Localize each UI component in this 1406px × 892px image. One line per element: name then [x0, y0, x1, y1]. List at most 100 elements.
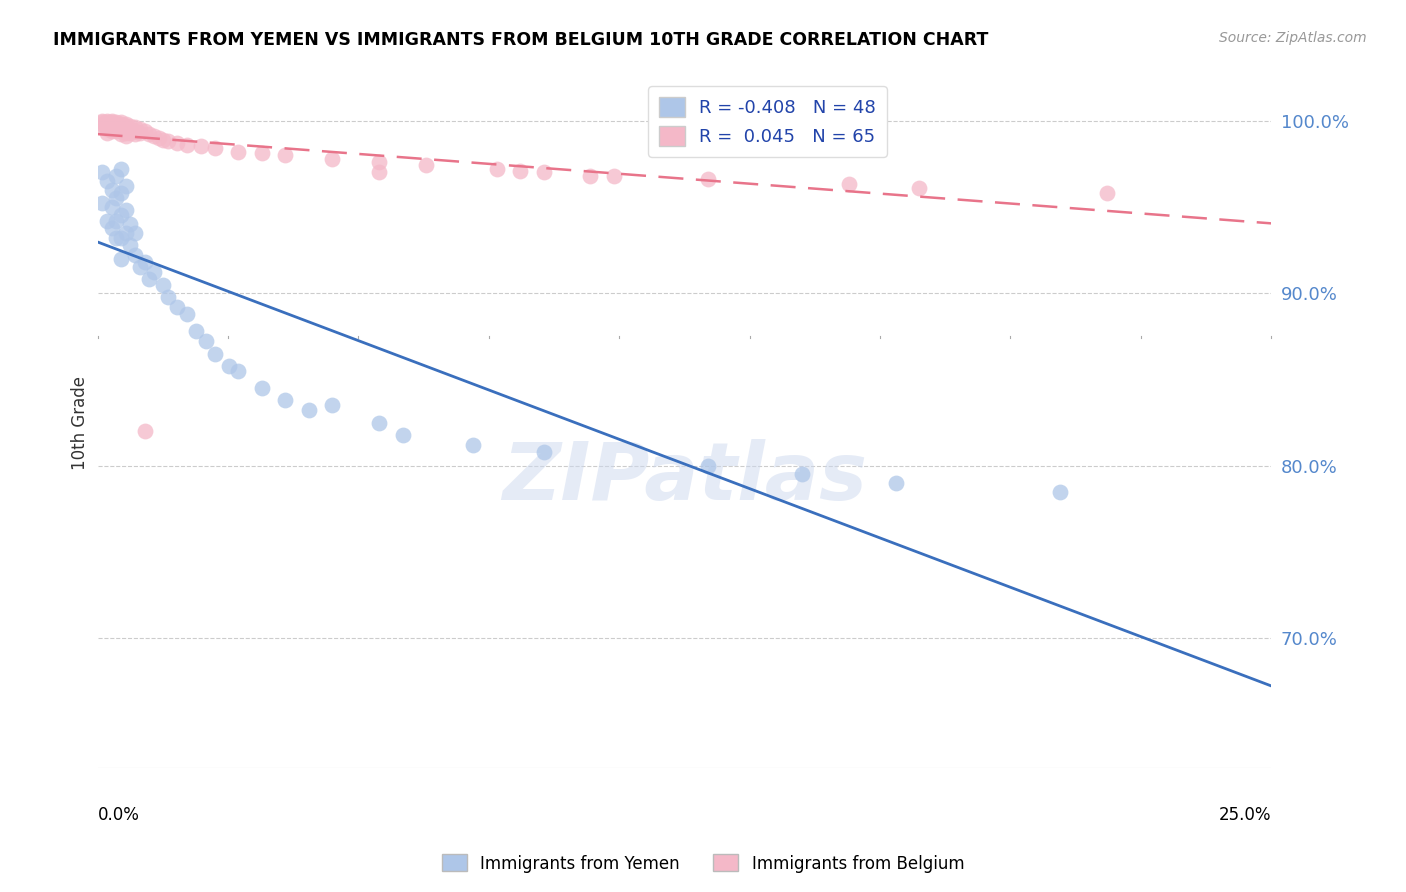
Point: [91, 117, 114, 131]
Point: [884, 475, 907, 490]
Point: [461, 438, 484, 452]
Point: [96, 113, 118, 128]
Point: [110, 161, 132, 176]
Point: [110, 231, 132, 245]
Point: [124, 128, 146, 142]
Point: [176, 137, 198, 152]
Point: [298, 403, 321, 417]
Text: IMMIGRANTS FROM YEMEN VS IMMIGRANTS FROM BELGIUM 10TH GRADE CORRELATION CHART: IMMIGRANTS FROM YEMEN VS IMMIGRANTS FROM…: [53, 31, 988, 49]
Point: [96, 119, 118, 133]
Point: [100, 119, 122, 133]
Point: [105, 213, 128, 227]
Point: [696, 172, 718, 186]
Point: [110, 209, 132, 223]
Point: [114, 226, 136, 240]
Point: [368, 155, 391, 169]
Point: [100, 183, 122, 197]
Point: [274, 148, 297, 162]
Point: [156, 290, 179, 304]
Point: [274, 393, 297, 408]
Point: [696, 458, 718, 473]
Point: [128, 122, 150, 136]
Point: [148, 131, 170, 145]
Point: [114, 122, 136, 136]
Legend: Immigrants from Yemen, Immigrants from Belgium: Immigrants from Yemen, Immigrants from B…: [436, 847, 970, 880]
Point: [114, 117, 136, 131]
Point: [134, 124, 156, 138]
Point: [176, 307, 198, 321]
Point: [105, 119, 128, 133]
Text: Source: ZipAtlas.com: Source: ZipAtlas.com: [1219, 31, 1367, 45]
Point: [194, 334, 217, 349]
Point: [166, 300, 188, 314]
Point: [391, 427, 413, 442]
Point: [138, 128, 160, 142]
Point: [120, 119, 142, 133]
Point: [100, 120, 122, 135]
Point: [152, 132, 174, 146]
Point: [105, 231, 128, 245]
Point: [105, 115, 128, 129]
Point: [368, 165, 391, 179]
Point: [579, 169, 602, 183]
Y-axis label: 10th Grade: 10th Grade: [72, 376, 89, 469]
Point: [228, 145, 250, 159]
Point: [124, 248, 146, 262]
Point: [114, 179, 136, 194]
Point: [96, 213, 118, 227]
Point: [110, 128, 132, 142]
Text: 0.0%: 0.0%: [97, 805, 139, 823]
Legend: R = -0.408   N = 48, R =  0.045   N = 65: R = -0.408 N = 48, R = 0.045 N = 65: [648, 87, 887, 157]
Point: [105, 120, 128, 135]
Point: [91, 165, 114, 179]
Point: [190, 139, 212, 153]
Point: [100, 117, 122, 131]
Point: [120, 217, 142, 231]
Point: [152, 277, 174, 292]
Point: [100, 220, 122, 235]
Point: [1049, 484, 1071, 499]
Point: [120, 237, 142, 252]
Point: [105, 117, 128, 131]
Point: [128, 260, 150, 275]
Point: [134, 255, 156, 269]
Point: [134, 424, 156, 438]
Point: [91, 196, 114, 211]
Point: [120, 122, 142, 136]
Point: [124, 124, 146, 138]
Point: [204, 346, 226, 360]
Point: [114, 129, 136, 144]
Point: [250, 381, 273, 395]
Point: [114, 119, 136, 133]
Point: [96, 122, 118, 136]
Point: [100, 113, 122, 128]
Point: [105, 124, 128, 138]
Text: ZIPatlas: ZIPatlas: [502, 439, 868, 516]
Point: [96, 126, 118, 140]
Point: [138, 272, 160, 286]
Point: [96, 117, 118, 131]
Point: [908, 181, 931, 195]
Point: [790, 467, 813, 482]
Point: [228, 364, 250, 378]
Point: [603, 169, 626, 183]
Point: [142, 265, 165, 279]
Point: [156, 134, 179, 148]
Point: [120, 126, 142, 140]
Point: [415, 158, 437, 172]
Point: [96, 174, 118, 188]
Point: [96, 120, 118, 135]
Point: [110, 120, 132, 135]
Point: [321, 152, 343, 166]
Point: [218, 359, 240, 373]
Point: [533, 445, 555, 459]
Point: [1095, 186, 1118, 200]
Point: [100, 124, 122, 138]
Point: [250, 146, 273, 161]
Point: [166, 136, 188, 150]
Point: [110, 117, 132, 131]
Point: [100, 115, 122, 129]
Point: [105, 191, 128, 205]
Text: 25.0%: 25.0%: [1219, 805, 1271, 823]
Point: [186, 324, 208, 338]
